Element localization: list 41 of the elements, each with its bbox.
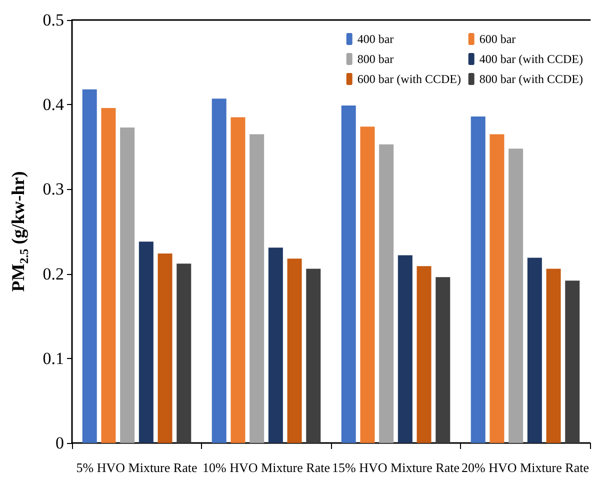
bar <box>527 258 542 443</box>
y-tick-label: 0.3 <box>42 180 64 199</box>
bar <box>176 264 192 443</box>
bar <box>436 277 450 443</box>
bar <box>101 108 116 443</box>
y-tick-label: 0.1 <box>42 348 64 368</box>
bar <box>490 134 504 443</box>
bar <box>138 242 154 443</box>
x-tick-label: 20% HVO Mixture Rate <box>462 460 590 475</box>
x-tick-label: 10% HVO Mixture Rate <box>202 460 330 475</box>
bar <box>268 248 283 443</box>
x-tick-label: 15% HVO Mixture Rate <box>332 460 460 475</box>
legend-label: 400 bar <box>357 32 394 46</box>
bar <box>82 89 97 443</box>
legend-label: 800 bar <box>357 52 394 66</box>
bar <box>341 105 356 443</box>
bar <box>306 268 321 443</box>
bar <box>212 98 226 443</box>
bar <box>120 127 135 443</box>
y-axis-title: PM2.5 (g/kw-hr) <box>8 171 31 292</box>
x-tick-label: 5% HVO Mixture Rate <box>76 460 198 475</box>
bar <box>508 148 524 443</box>
legend-label: 800 bar (with CCDE) <box>479 72 584 86</box>
bar <box>158 253 172 443</box>
bar <box>416 266 432 443</box>
bar <box>230 117 246 443</box>
legend-label: 600 bar <box>479 32 516 46</box>
bar <box>470 116 486 443</box>
bar <box>379 144 394 443</box>
legend-label: 600 bar (with CCDE) <box>357 72 462 86</box>
bar <box>360 126 375 443</box>
y-tick-label: 0.4 <box>42 95 64 114</box>
y-tick-label: 0.5 <box>42 10 64 30</box>
bar <box>546 268 561 443</box>
bar <box>250 134 264 443</box>
y-tick-label: 0 <box>56 434 64 452</box>
bar <box>565 280 580 443</box>
y-tick-label: 0.2 <box>42 264 64 284</box>
bar <box>398 255 412 443</box>
bar <box>287 258 302 443</box>
legend-label: 400 bar (with CCDE) <box>479 52 584 66</box>
